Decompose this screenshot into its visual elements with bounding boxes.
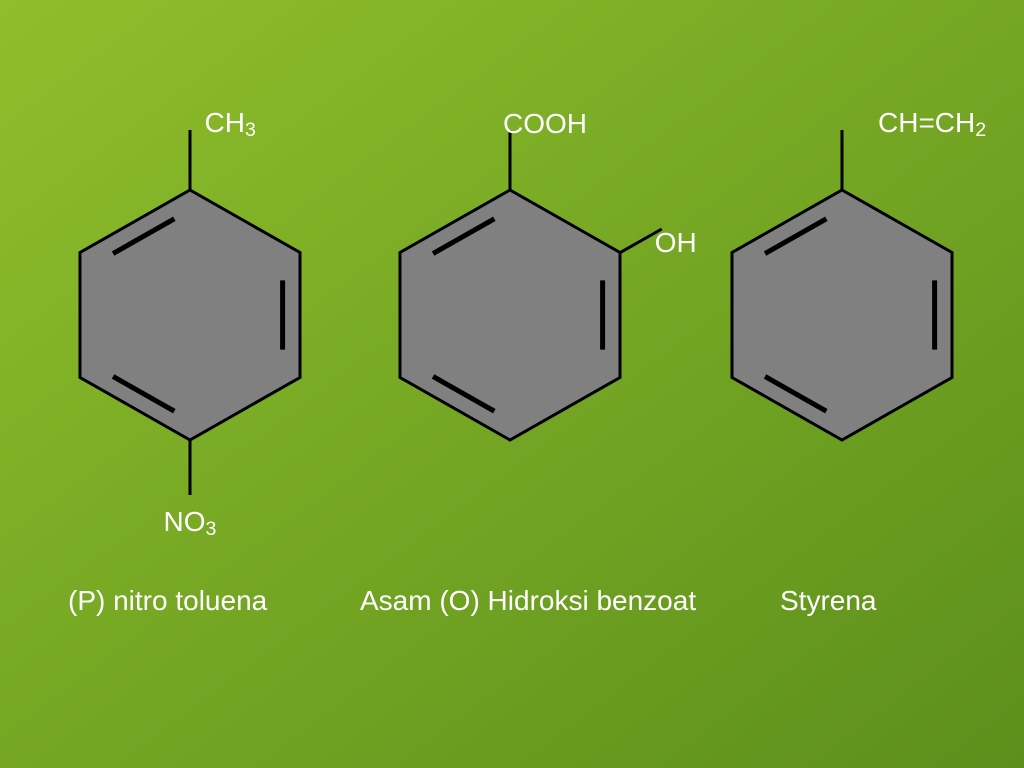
substituent-label-hidroksi-benzoat-top-right: OH <box>655 227 697 259</box>
benzene-ring-styrena <box>728 186 956 444</box>
substituent-bond-nitro-toluena-bottom <box>188 438 192 497</box>
caption-hidroksi-benzoat: Asam (O) Hidroksi benzoat <box>360 585 696 617</box>
benzene-ring-hidroksi-benzoat <box>396 186 624 444</box>
substituent-label-nitro-toluena-bottom: NO3 <box>164 506 217 541</box>
substituent-bond-styrena-top <box>840 128 844 192</box>
substituent-label-hidroksi-benzoat-top: COOH <box>503 108 587 140</box>
substituent-label-nitro-toluena-top: CH3 <box>205 107 256 142</box>
benzene-ring-nitro-toluena <box>76 186 304 444</box>
substituent-label-styrena-top: CH=CH2 <box>878 107 986 142</box>
chemistry-slide: CH3 NO3 (P) nitro toluena COOH OH Asam (O) Hi… <box>0 0 1024 768</box>
caption-nitro-toluena: (P) nitro toluena <box>68 585 267 617</box>
substituent-bond-nitro-toluena-top <box>188 128 192 192</box>
caption-styrena: Styrena <box>780 585 877 617</box>
